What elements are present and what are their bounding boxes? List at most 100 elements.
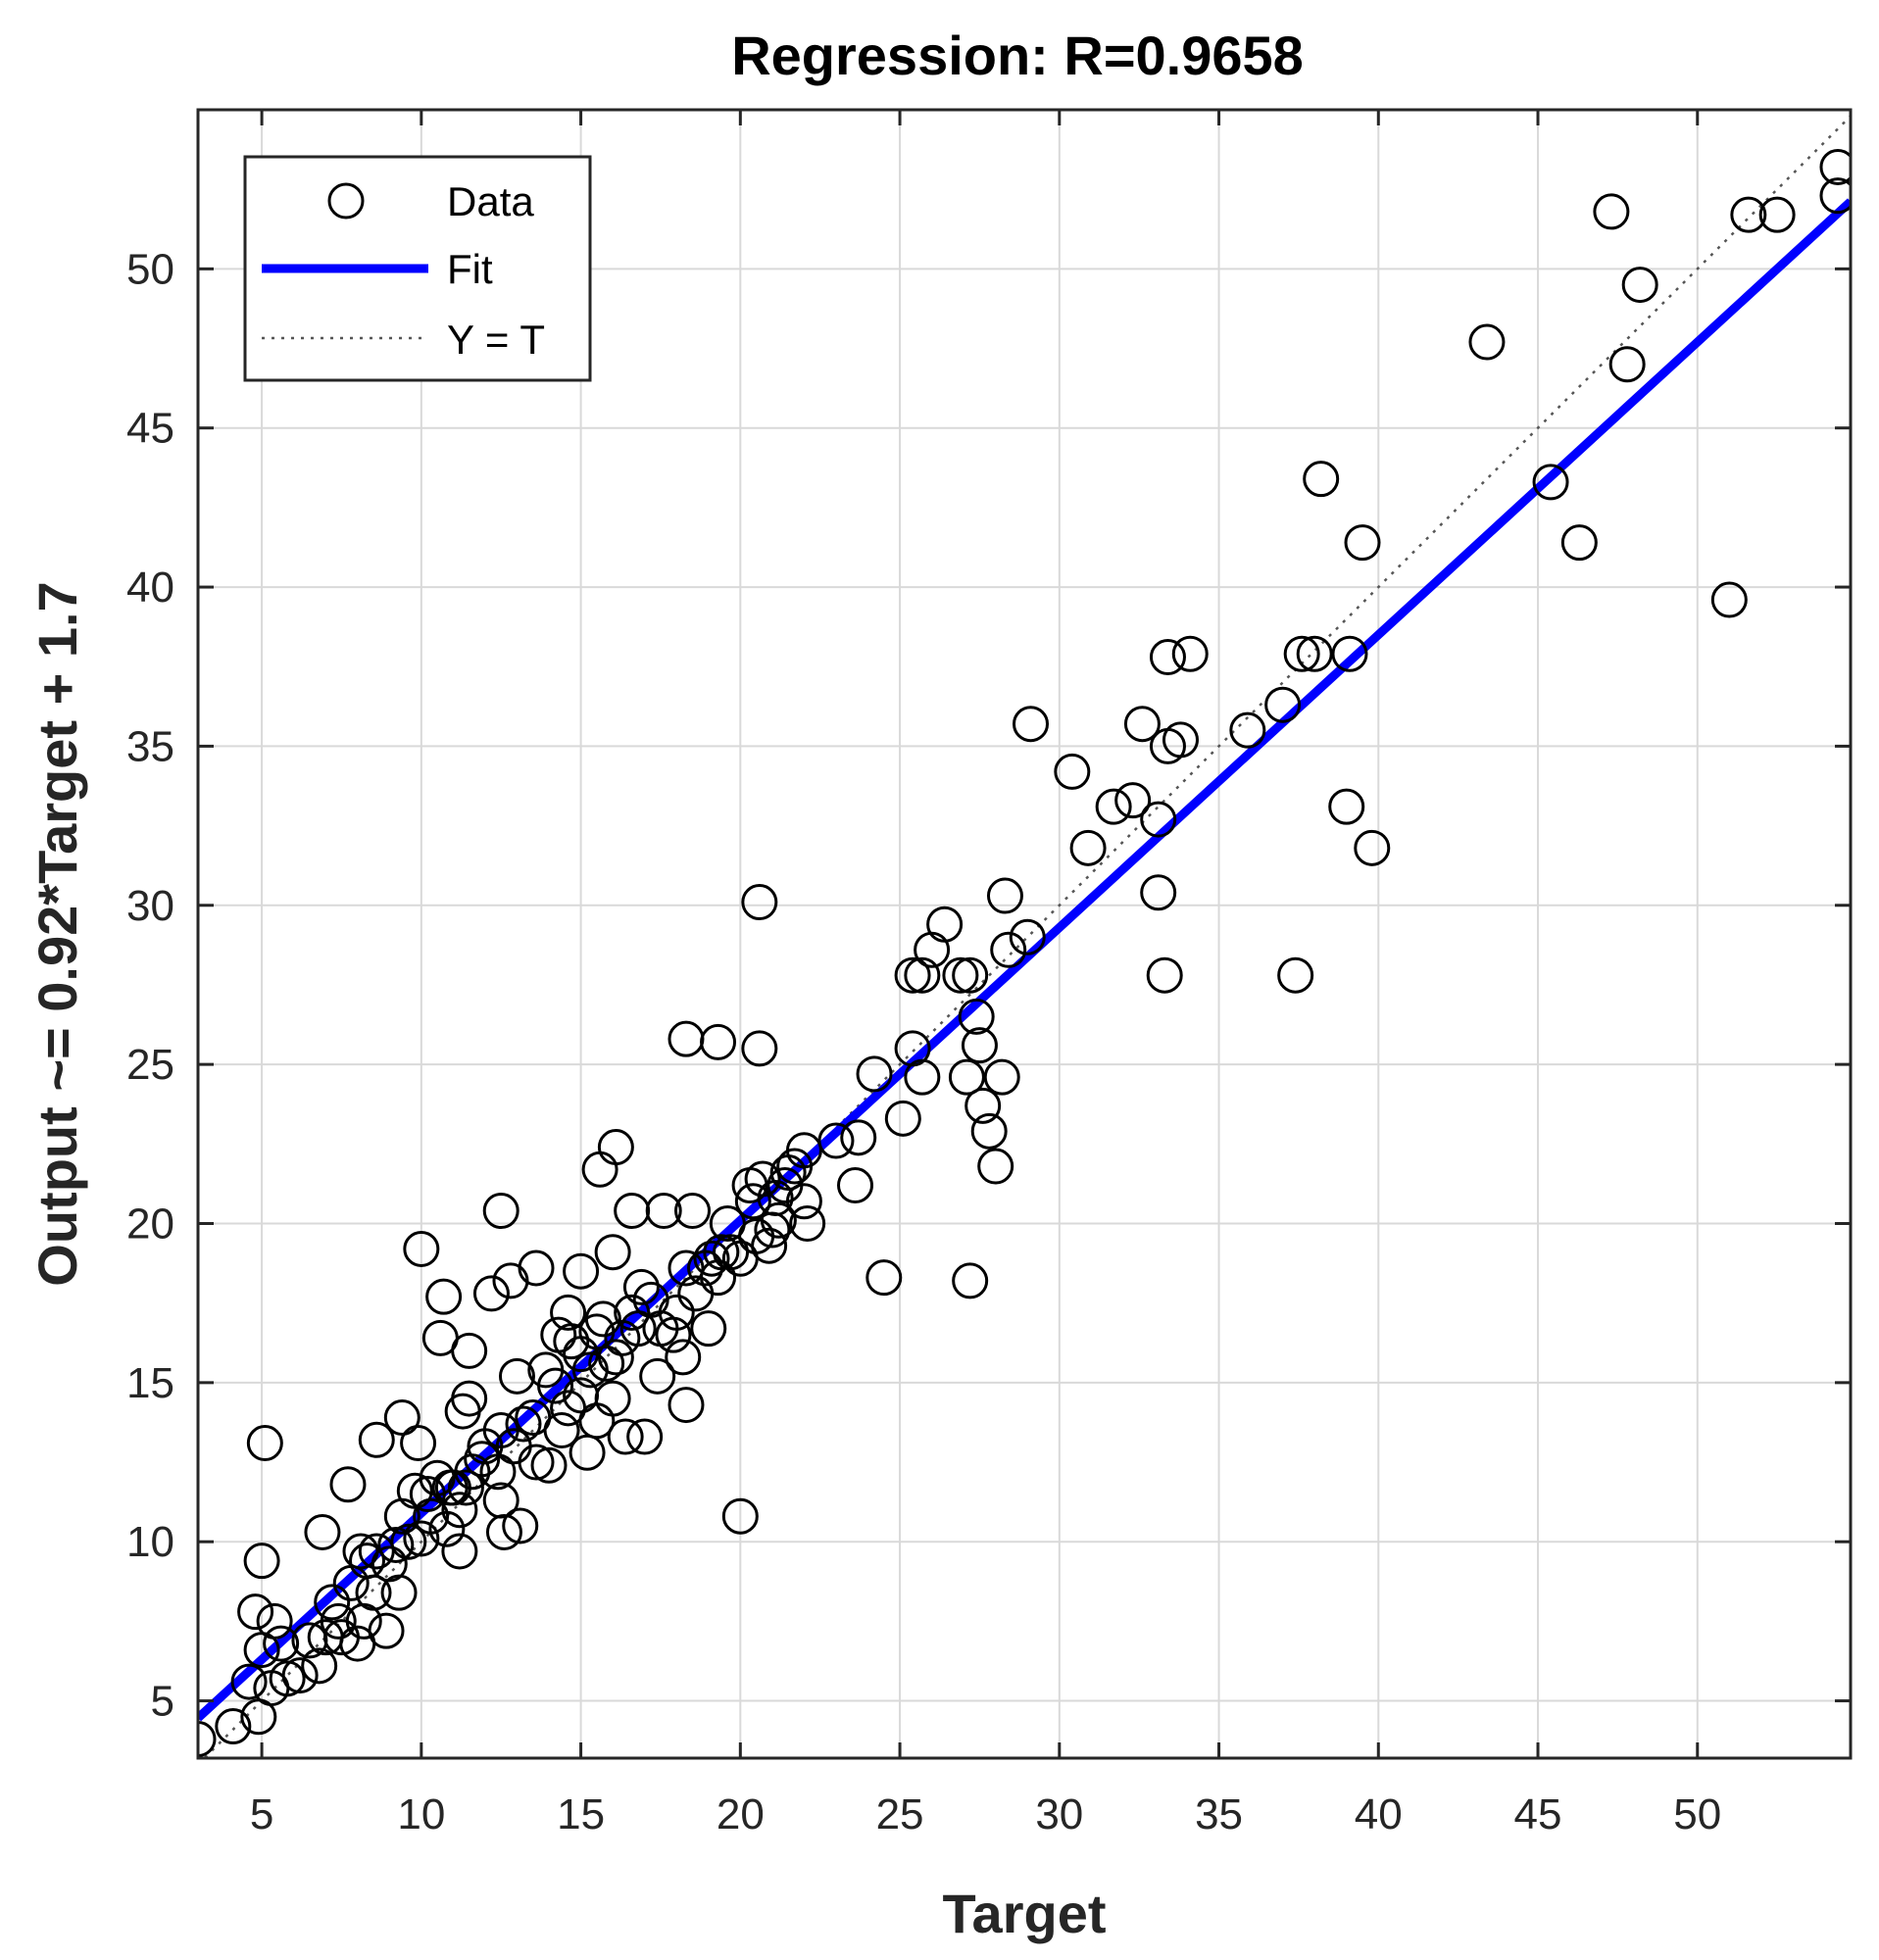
data-point (1009, 918, 1046, 956)
data-point (441, 1492, 478, 1529)
data-point (342, 1533, 379, 1570)
data-point (693, 1240, 730, 1277)
x-axis-tick-labels: 5 10 15 20 25 30 35 40 45 50 (250, 1790, 1721, 1838)
data-point (1819, 148, 1851, 185)
data-point (441, 1533, 478, 1570)
data-point (425, 1278, 463, 1315)
data-point (515, 1399, 552, 1437)
plot-area (198, 110, 1851, 1758)
legend-label-data: Data (447, 178, 534, 224)
data-point (904, 956, 941, 994)
data-point (400, 1425, 437, 1462)
x-tick-label: 35 (1195, 1790, 1243, 1838)
data-point (926, 906, 964, 943)
y-tick-label: 5 (151, 1678, 174, 1726)
data-point (1344, 524, 1381, 562)
data-point (1146, 956, 1183, 994)
data-point (776, 1148, 814, 1185)
data-point (1710, 581, 1748, 618)
data-point (942, 956, 979, 994)
data-point (741, 884, 778, 921)
data-point (419, 1459, 456, 1496)
data-point (518, 1444, 555, 1481)
data-point (263, 1625, 300, 1662)
data-point (700, 1023, 737, 1060)
data-point (403, 1520, 440, 1557)
grid-lines (198, 110, 1851, 1758)
data-point (668, 1250, 705, 1287)
data-point (713, 1234, 750, 1271)
data-point (983, 1058, 1020, 1096)
chart-title: Regression: R=0.9658 (731, 24, 1304, 86)
data-point (1277, 956, 1314, 994)
data-point (1331, 635, 1368, 672)
data-point (1354, 829, 1391, 866)
data-points (198, 148, 1851, 1758)
data-point (721, 1497, 759, 1535)
data-point (301, 1647, 338, 1685)
x-tick-label: 25 (876, 1790, 924, 1838)
data-point (622, 1268, 660, 1305)
data-point (1114, 782, 1152, 819)
data-point (358, 1421, 395, 1458)
data-point (734, 1183, 771, 1220)
data-point (964, 1087, 1002, 1124)
data-point (390, 1523, 427, 1560)
data-point (329, 1466, 367, 1503)
data-point (626, 1418, 664, 1455)
data-point (482, 1192, 519, 1229)
data-point (368, 1612, 405, 1649)
data-point (1283, 635, 1320, 672)
data-point (751, 1227, 788, 1264)
data-point (230, 1663, 268, 1700)
data-point (1140, 801, 1177, 838)
legend-label-reference: Y = T (447, 317, 545, 363)
data-point (198, 1721, 217, 1758)
x-tick-label: 15 (557, 1790, 605, 1838)
fit-line (198, 198, 1851, 1722)
data-point (304, 1513, 341, 1550)
x-tick-label: 5 (250, 1790, 273, 1838)
data-point (1621, 267, 1658, 304)
x-tick-label: 20 (717, 1790, 765, 1838)
data-point (1296, 635, 1333, 672)
data-point (550, 1294, 587, 1331)
y-axis-label: Output ~= 0.92*Target + 1.7 (26, 581, 88, 1286)
data-point (1819, 177, 1851, 215)
data-point (518, 1250, 555, 1287)
y-tick-label: 35 (126, 722, 174, 770)
data-point (485, 1513, 522, 1550)
data-point (731, 1167, 768, 1204)
x-tick-label: 45 (1514, 1790, 1562, 1838)
data-point (243, 1543, 280, 1580)
data-point (281, 1657, 319, 1694)
data-point (291, 1622, 328, 1659)
data-point (614, 1294, 651, 1331)
x-tick-label: 40 (1355, 1790, 1403, 1838)
legend-label-fit: Fit (447, 246, 493, 292)
data-point (597, 1129, 634, 1166)
data-point (970, 1112, 1008, 1150)
data-point (396, 1472, 433, 1509)
data-point (1229, 711, 1266, 749)
data-point (856, 1055, 893, 1093)
data-point (256, 1602, 293, 1640)
data-point (464, 1441, 501, 1478)
x-tick-label: 10 (397, 1790, 445, 1838)
data-point (1013, 706, 1050, 743)
data-point (1532, 464, 1569, 501)
data-point (1608, 346, 1646, 383)
data-point (451, 1380, 488, 1417)
data-point (269, 1660, 306, 1697)
data-point (642, 1310, 679, 1348)
data-point (498, 1357, 535, 1395)
data-point (594, 1380, 631, 1417)
data-point (836, 1167, 873, 1204)
y-tick-label: 15 (126, 1359, 174, 1407)
data-point (1303, 461, 1340, 498)
y-tick-label: 50 (126, 245, 174, 293)
data-point (1593, 193, 1630, 230)
data-point (665, 1339, 702, 1376)
y-tick-label: 20 (126, 1200, 174, 1248)
data-point (760, 1201, 797, 1239)
